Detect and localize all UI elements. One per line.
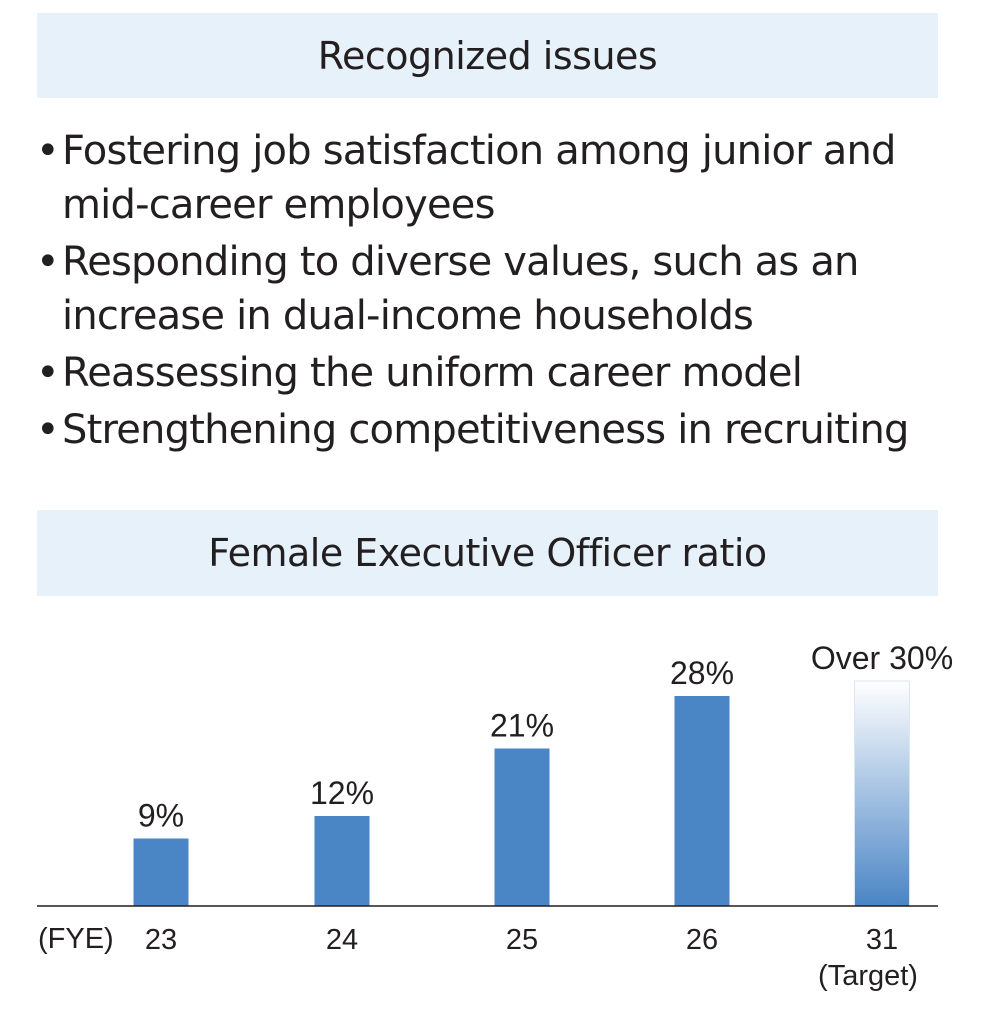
issue-text: Reassessing the uniform career model [62, 350, 803, 396]
bar-chart: (FYE) 9% 23 12% 24 21% 25 28% 26 Over 30% 31 (Targ… [37, 640, 953, 992]
bar [314, 816, 370, 906]
bar [494, 748, 550, 906]
target-bar [854, 680, 910, 907]
data-label: 28% [670, 655, 734, 691]
issue-text: Responding to diverse values, such as an… [62, 239, 859, 339]
x-tick-label: 24 [326, 924, 358, 956]
chart-header: Female Executive Officer ratio [37, 510, 938, 596]
x-axis-prefix: (FYE) [38, 923, 114, 955]
data-label: 21% [490, 708, 554, 744]
issues-title: Recognized issues [317, 33, 658, 78]
issue-item: • Fostering job satisfaction among junior… [36, 124, 976, 232]
x-tick-sublabel: (Target) [818, 960, 918, 992]
issues-header: Recognized issues [37, 13, 938, 98]
bullet-icon: • [36, 128, 60, 174]
bar [133, 838, 189, 906]
bullet-icon: • [36, 407, 60, 453]
bar [674, 696, 730, 906]
issue-item: • Reassessing the uniform career model [36, 346, 976, 400]
x-tick-label: 26 [686, 924, 718, 956]
issue-item: • Responding to diverse values, such as a… [36, 235, 976, 343]
x-tick-label: 25 [506, 924, 538, 956]
issue-text: Strengthening competitiveness in recruit… [62, 407, 909, 453]
issues-list: • Fostering job satisfaction among junior… [36, 124, 976, 457]
bars-layer [133, 680, 910, 907]
x-tick-label: 23 [145, 924, 177, 956]
issue-text: Fostering job satisfaction among junior … [62, 128, 896, 228]
x-tick-label: 31 [866, 924, 898, 956]
data-label: 9% [138, 798, 184, 834]
issue-item: • Strengthening competitiveness in recrui… [36, 403, 976, 457]
bullet-icon: • [36, 350, 60, 396]
labels-layer: 9% 23 12% 24 21% 25 28% 26 Over 30% 31 (Target) [138, 640, 953, 992]
chart-title: Female Executive Officer ratio [208, 531, 767, 575]
data-label: Over 30% [811, 640, 953, 676]
bullet-icon: • [36, 239, 60, 285]
data-label: 12% [310, 775, 374, 811]
